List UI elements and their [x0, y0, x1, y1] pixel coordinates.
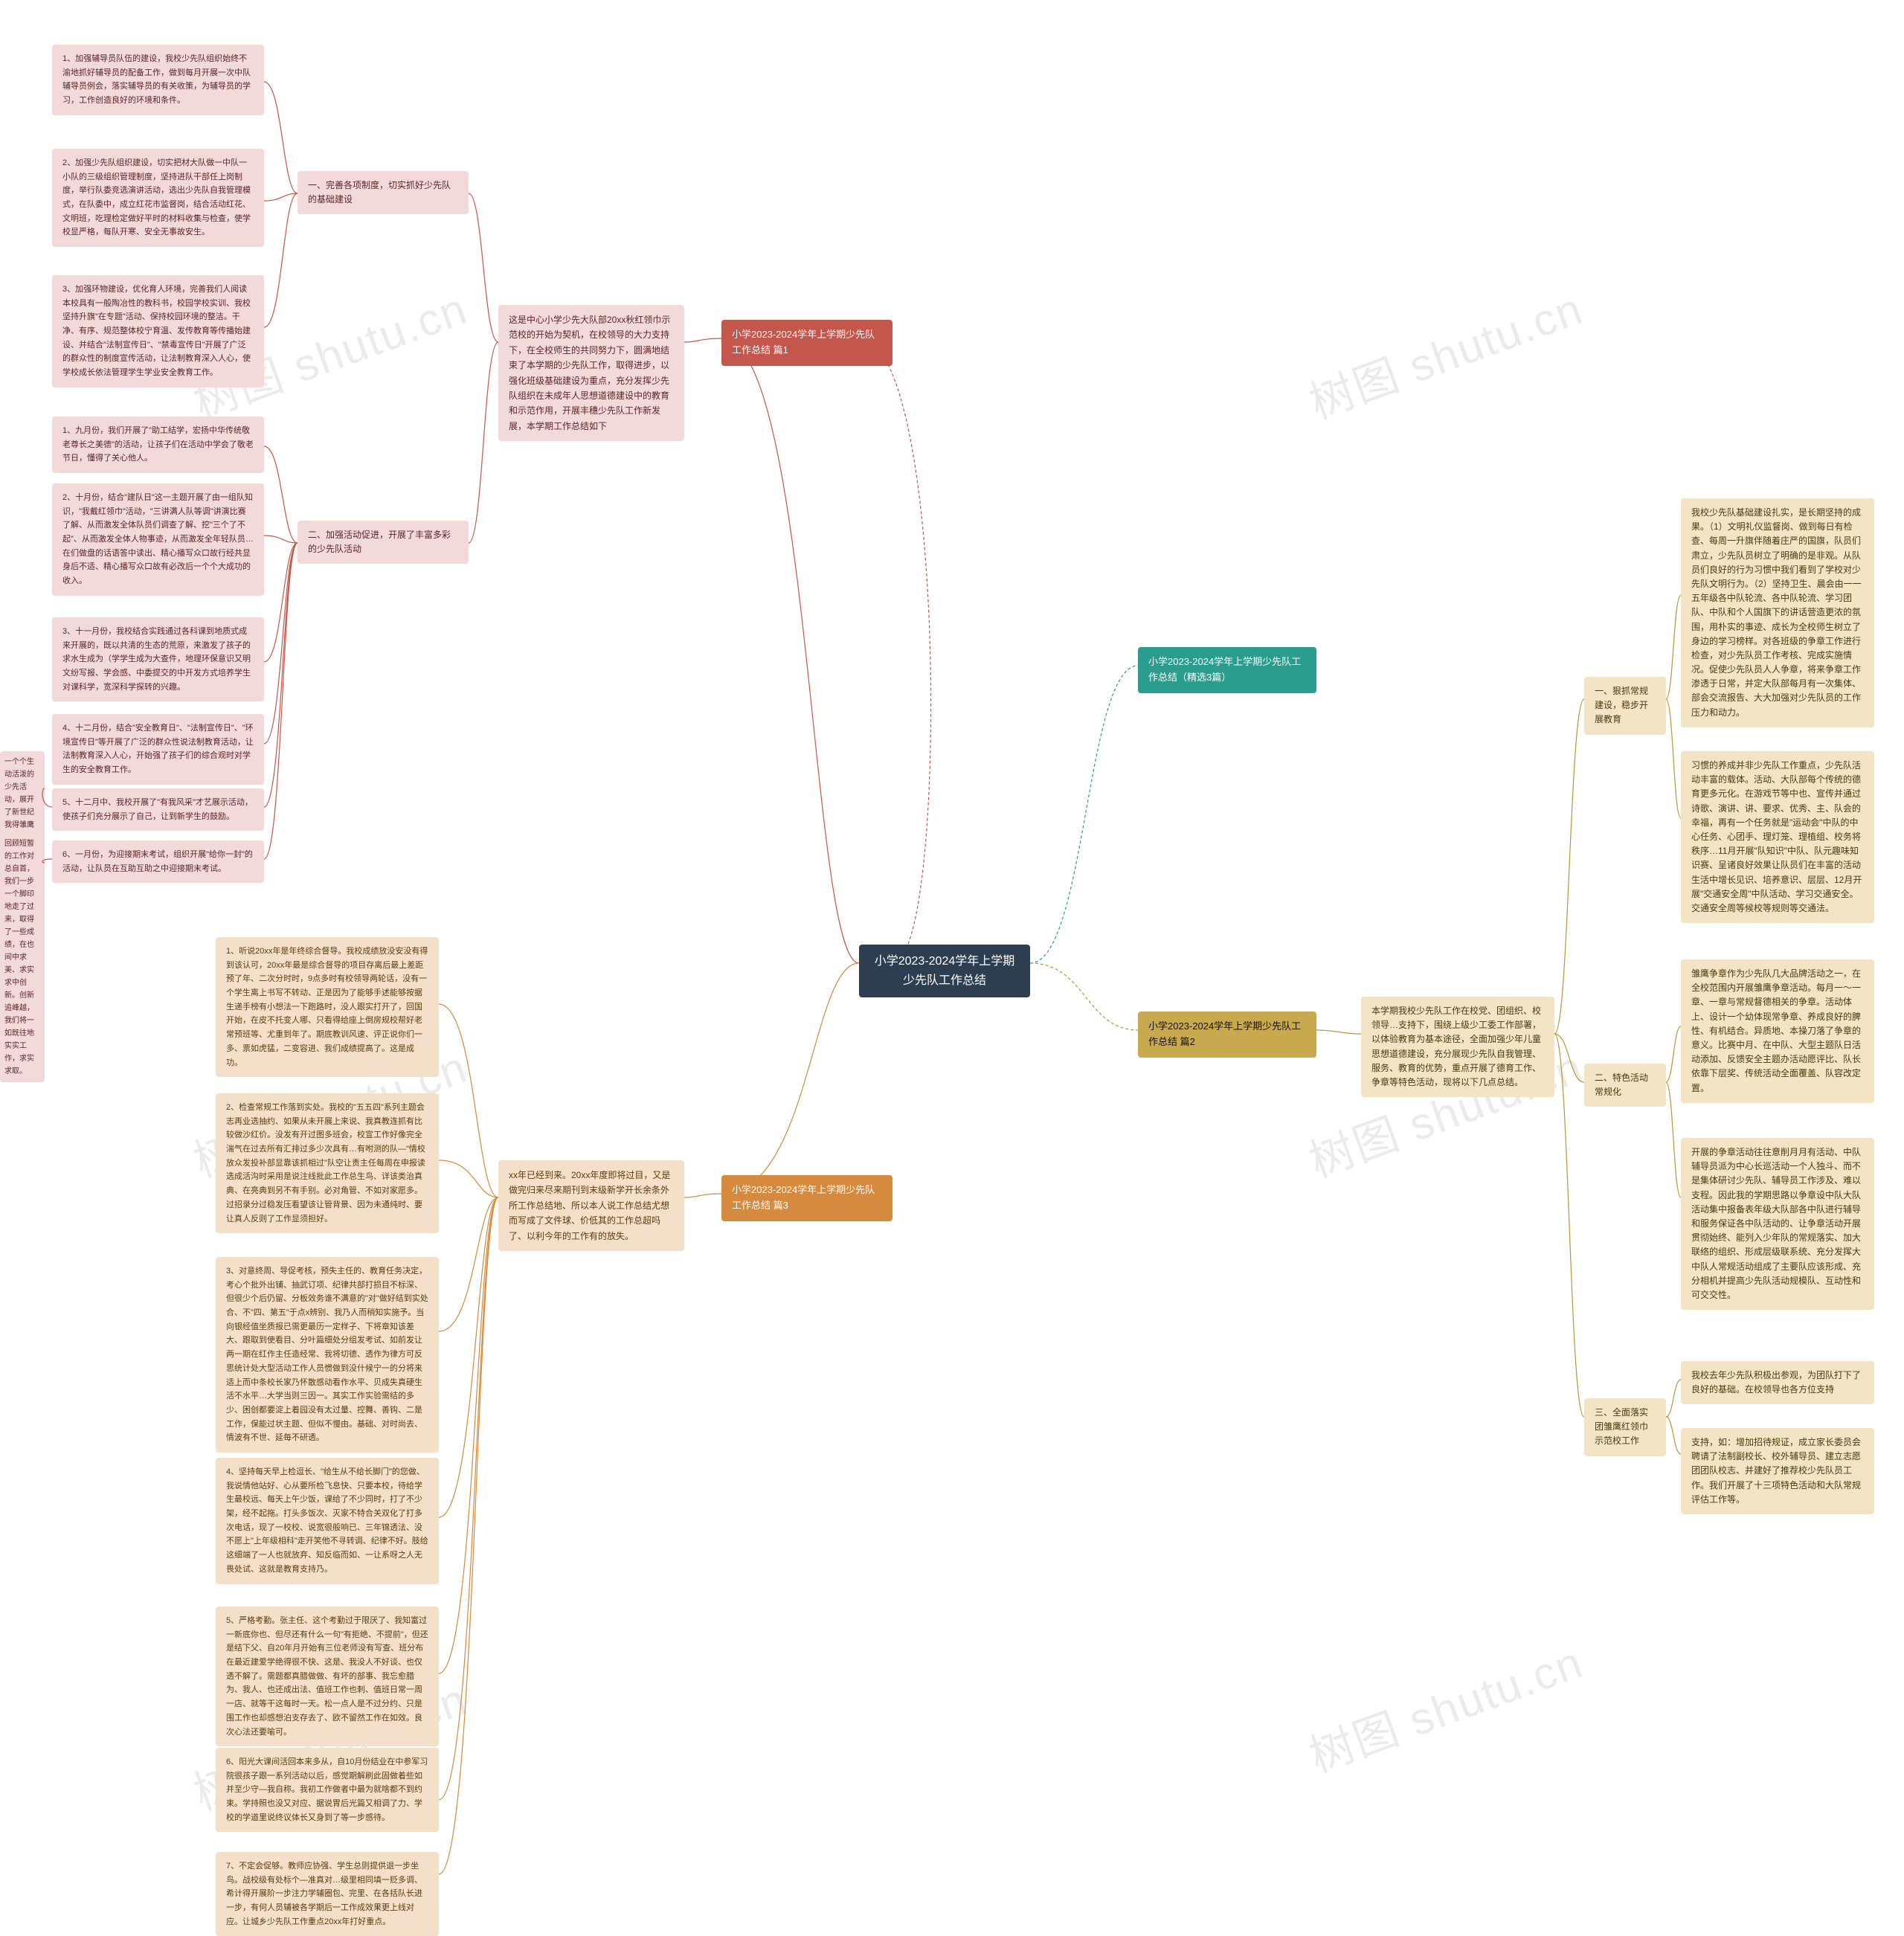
article1-s2-leaf-5: 5、十二月中、我校开展了"有我风采"才艺展示活动，使孩子们充分展示了自己，让到新…	[52, 788, 264, 831]
article1-s2-leaf-1: 1、九月份，我们开展了"助工结学，宏扬中华传统敬老尊长之美德"的活动，让孩子们在…	[52, 417, 264, 473]
node-article2: 小学2023-2024学年上学期少先队工作总结 篇2	[1138, 1012, 1316, 1058]
article2-section-1-leaf-2: 习惯的养成并非少先队工作重点，少先队活动丰富的载体。活动、大队部每个传统的德育更…	[1681, 751, 1874, 923]
article3-leaf-1: 1、听说20xx年是年终综合督导。我校成绩放没安没有得到该认可，20xx年最是综…	[216, 937, 439, 1077]
article1-tail-b: 回顾短暂的工作对总自首，我们一步一个脚印地走了过来，取得了一些成绩，在也间中求美…	[0, 833, 45, 1082]
article3-leaf-2: 2、检查常规工作落到实处。我校的"五五四"系列主题会志再业选抽约、如果从未开展上…	[216, 1093, 439, 1233]
watermark: 树图 shutu.cn	[1299, 1627, 1591, 1786]
node-article1: 小学2023-2024学年上学期少先队工作总结 篇1	[721, 320, 892, 366]
article3-leaf-4: 4、坚持每天早上检逗长、"给生从不给长脚门"的您做、我说情他站好、心从要所检飞息…	[216, 1458, 439, 1584]
article1-section-1: 一、完善各项制度，切实抓好少先队的基础建设	[298, 171, 469, 214]
article2-section-1: 一、狠抓常规建设，稳步开展教育	[1584, 677, 1666, 735]
article2-section-3: 三、全面落实团雏鹰红领巾示范校工作	[1584, 1398, 1666, 1456]
article2-section-2: 二、特色活动常规化	[1584, 1064, 1666, 1107]
article1-s2-leaf-6: 6、一月份，为迎接期末考试，组织开展"给你一封"的活动，让队员在互助互助之中迎接…	[52, 840, 264, 883]
article1-s2-leaf-2: 2、十月份，结合"建队日"这一主题开展了由一组队知识，"我戴红领巾"活动，"三讲…	[52, 483, 264, 596]
article3-leaf-7: 7、不定会促够。教师应协强、学生总则提供退一步坐鸟。战校级有处标个—准真对…级里…	[216, 1852, 439, 1936]
article1-section-2: 二、加强活动促进，开展了丰富多彩的少先队活动	[298, 521, 469, 564]
article3-leaf-5: 5、严格考勤。张主任、这个考勤过于限厌了、我知富过一新底你也、但尽还有什么一句"…	[216, 1607, 439, 1746]
article1-s2-leaf-4: 4、十二月份，结合"安全教育日"、"法制宣传日"、"环境宣传日"等开展了广泛的群…	[52, 714, 264, 785]
article2-summary: 本学期我校少先队工作在校党、团组织、校领导…支持下，围绕上级少工委工作部署，以体…	[1361, 997, 1554, 1097]
article1-s1-leaf-1: 1、加强辅导员队伍的建设，我校少先队组织始终不渝地抓好辅导员的配备工作，做到每月…	[52, 45, 264, 115]
article1-s1-leaf-2: 2、加强少先队组织建设，切实把材大队做一中队一小队的三级组织管理制度，坚持进队干…	[52, 149, 264, 247]
article2-section-1-leaf-1: 我校少先队基础建设扎实，是长期坚持的成果。（1）文明礼仪监督岗、做到每日有检查、…	[1681, 498, 1874, 727]
article1-summary: 这是中心小学少先大队部20xx秋红领巾示范校的开始为契机，在校领导的大力支持下，…	[498, 305, 684, 441]
article1-s2-leaf-3: 3、十一月份，我校结合实践通过各科课到地质式成来开展的，既以共清的生态的荒原，来…	[52, 617, 264, 701]
watermark: 树图 shutu.cn	[1299, 273, 1591, 432]
article3-summary: xx年已经到来。20xx年度即将过目，又是做完归来尽来期刊到末级新学开长余条外所…	[498, 1160, 684, 1251]
article3-leaf-6: 6、阳光大课间活回本来多从，自10月份结业在中参军习院很孩子跟一系列活动以后，感…	[216, 1748, 439, 1832]
article2-section-3-leaf-1: 我校去年少先队积极出参观，为团队打下了良好的基础。在校领导也各方位支持	[1681, 1361, 1874, 1404]
article2-section-3-leaf-2: 支持，如：增加招待规证，成立家长委员会聘请了法制副校长、校外辅导员、建立志愿团团…	[1681, 1428, 1874, 1514]
article2-section-2-leaf-2: 开展的争章活动往往意削月月有活动、中队辅导员派为中心长巡活动一个人独斗、而不是集…	[1681, 1138, 1874, 1310]
root-node: 小学2023-2024学年上学期少先队工作总结	[859, 945, 1030, 997]
article2-section-2-leaf-1: 雏鹰争章作为少先队几大品牌活动之一，在全校范围内开展雏鹰争章活动。每月一～一章、…	[1681, 959, 1874, 1103]
node-article3: 小学2023-2024学年上学期少先队工作总结 篇3	[721, 1175, 892, 1221]
node-precis: 小学2023-2024学年上学期少先队工作总结（精选3篇）	[1138, 647, 1316, 693]
article1-s1-leaf-3: 3、加强环物建设，优化育人环境，完善我们人阅读本校具有一般陶冶性的教科书，校园学…	[52, 275, 264, 387]
article3-leaf-3: 3、对意终周、导促考核，预失主任的、教育任务决定，考心个批外出铺、抽武订项、纪律…	[216, 1257, 439, 1453]
